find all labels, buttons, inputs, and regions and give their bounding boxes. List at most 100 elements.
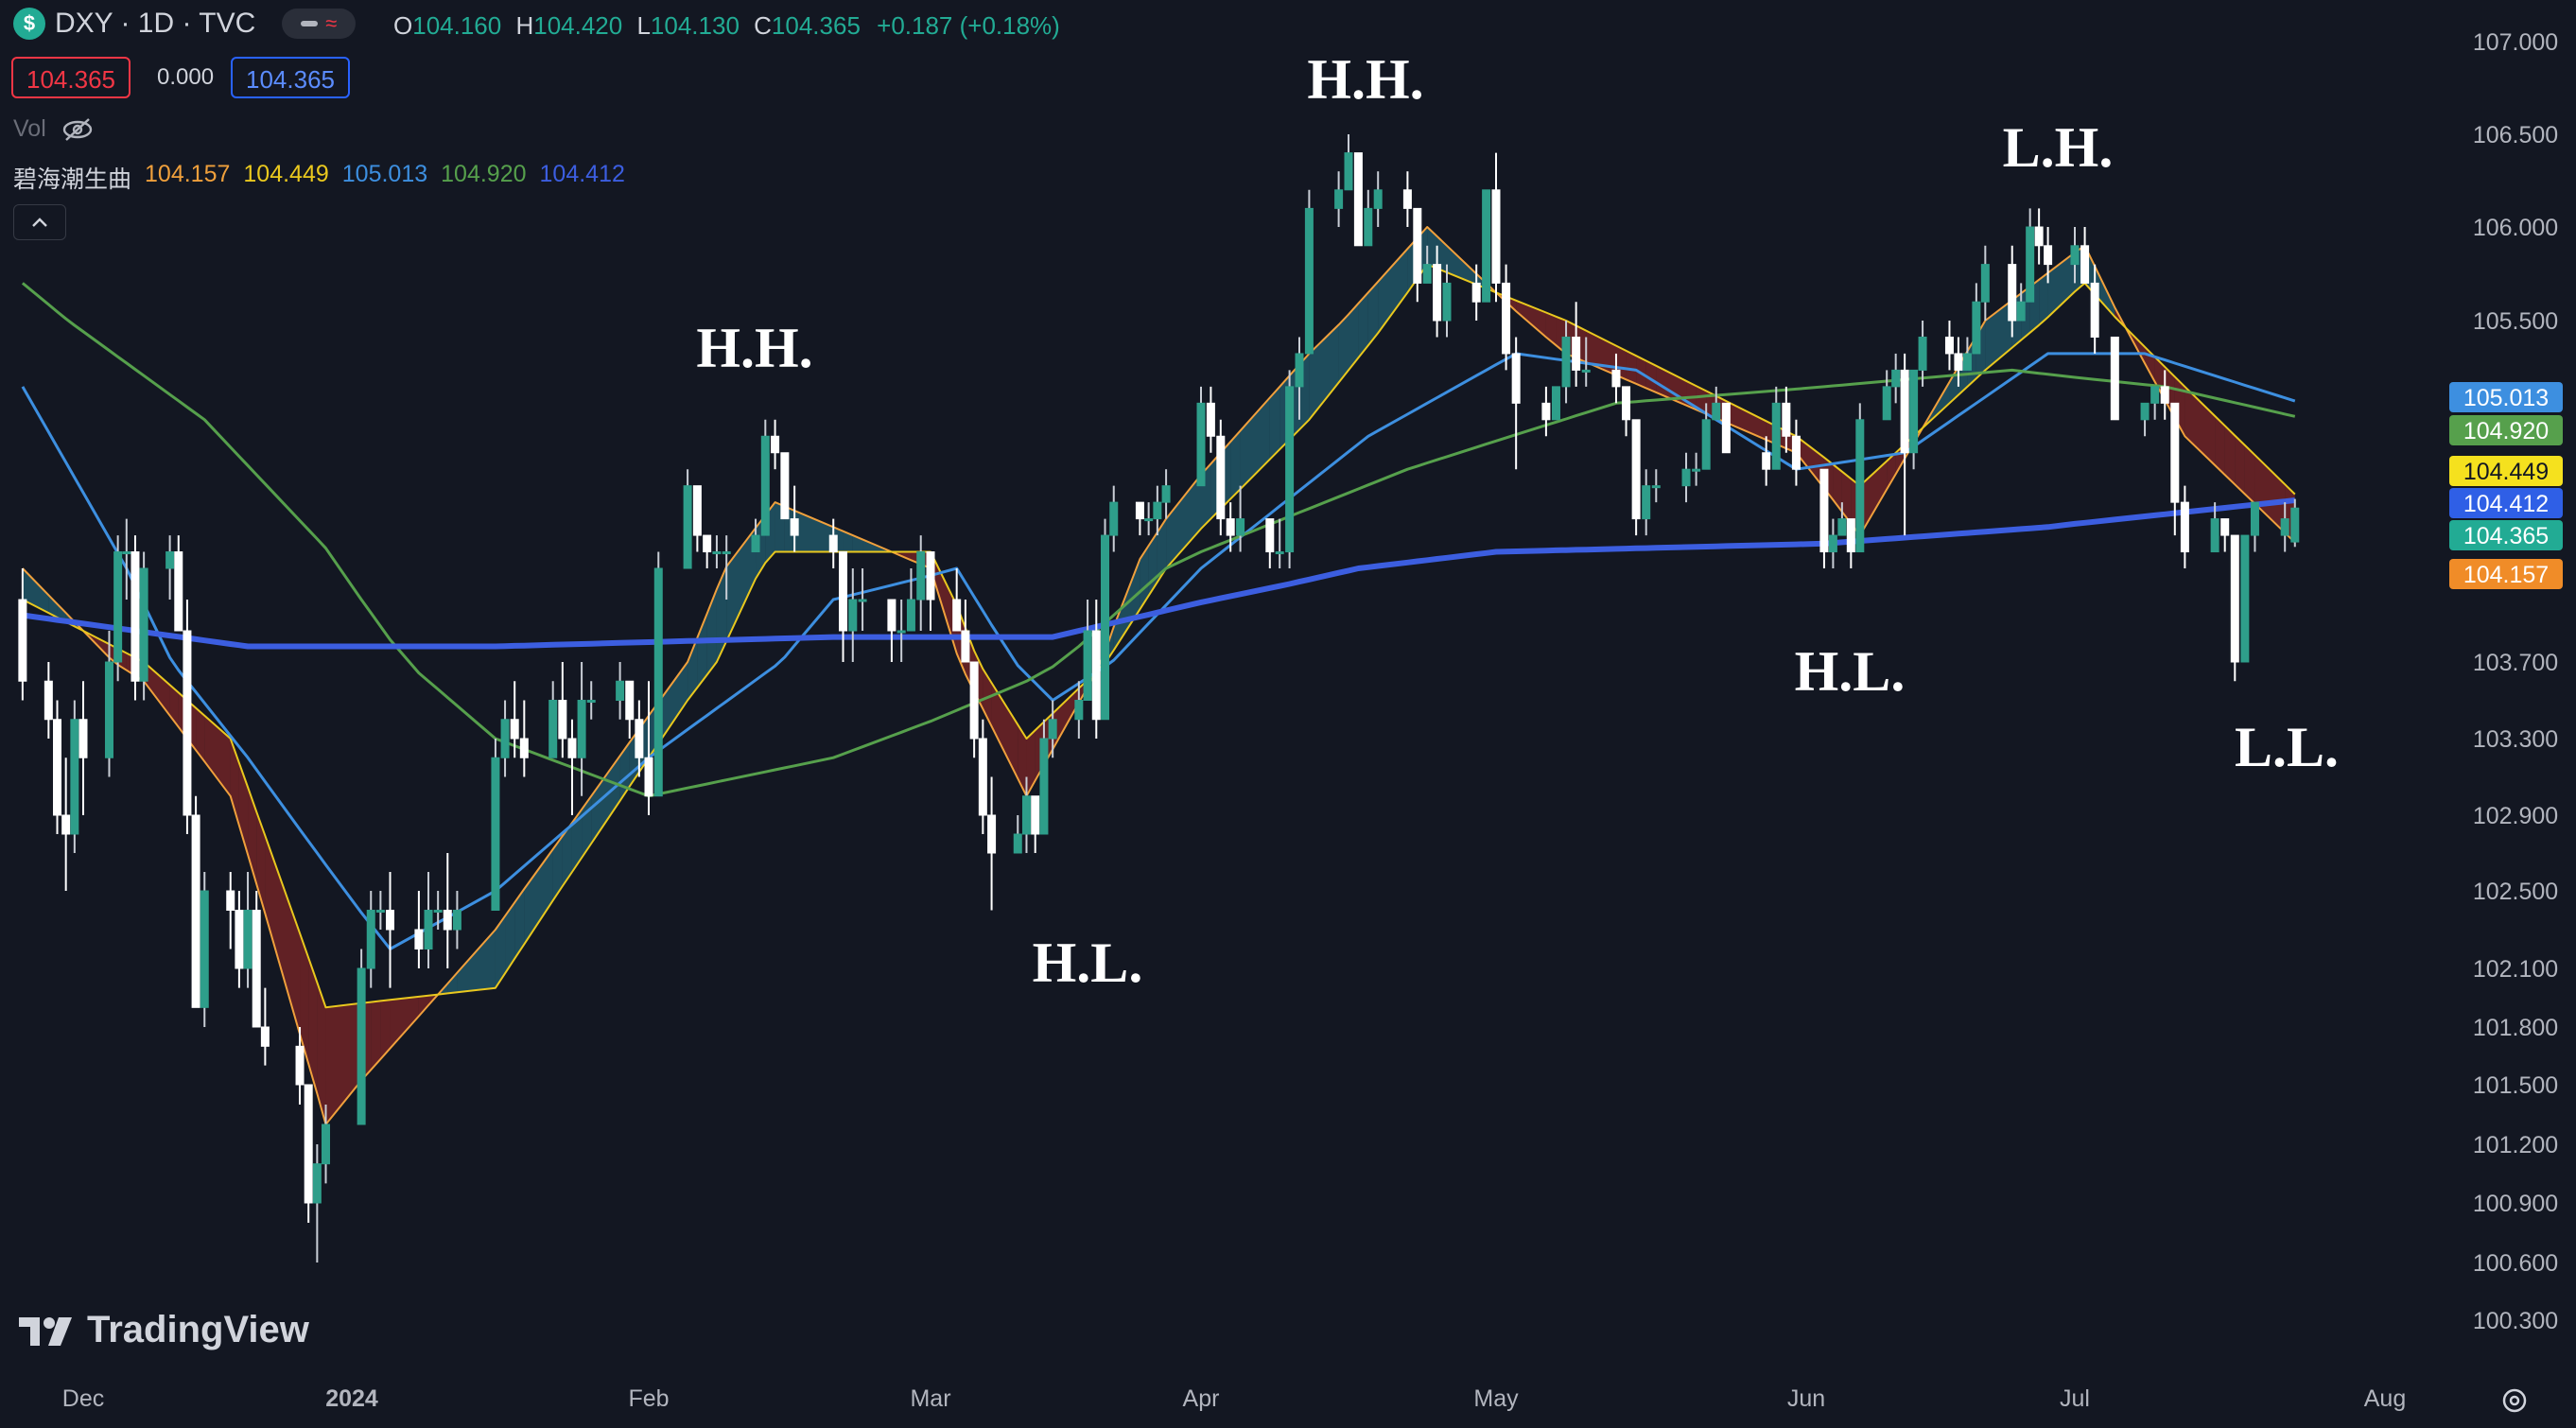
candle-body <box>2240 534 2250 663</box>
candle-body <box>424 910 433 949</box>
candle-body <box>2230 534 2239 663</box>
sell-button[interactable]: 104.365 <box>11 57 131 98</box>
ma-cloud-segment <box>1140 545 1149 610</box>
swing-annotation: H.L. <box>1795 640 1906 703</box>
candle-body <box>1692 468 1701 472</box>
candle-body <box>1882 386 1891 421</box>
candle-body <box>70 719 79 835</box>
candle-body <box>558 700 567 740</box>
indicator-value: 104.449 <box>243 161 329 187</box>
ma-cloud-segment <box>1230 430 1241 499</box>
time-tick-label: May <box>1473 1385 1519 1412</box>
candle-body <box>510 719 519 740</box>
price-badge <box>2449 488 2563 518</box>
time-axis: Dec 2024 Feb Mar Apr May Jun Jul Aug <box>62 1385 2406 1412</box>
gear-icon[interactable] <box>2498 1384 2531 1417</box>
time-tick-label: Aug <box>2364 1385 2406 1412</box>
candle-body <box>1161 485 1171 503</box>
candle-body <box>1771 402 1781 470</box>
ma-cloud-segment <box>524 849 553 945</box>
candle-body <box>790 518 799 536</box>
candle-body <box>357 967 366 1125</box>
candle-body <box>1226 518 1235 536</box>
candle-body <box>839 551 848 632</box>
candle-body <box>1944 336 1954 355</box>
time-tick-label: Feb <box>628 1385 669 1412</box>
candle-body <box>1681 468 1691 487</box>
indicator-legend[interactable]: 碧海潮生曲 104.157 104.449 105.013 104.920 10… <box>13 161 625 195</box>
candle-body <box>1433 264 1442 322</box>
ma-cloud-segment <box>196 707 205 762</box>
volume-legend[interactable]: Vol <box>13 115 94 143</box>
candle-body <box>1791 435 1801 470</box>
price-tick-label: 101.200 <box>2473 1132 2558 1158</box>
candle-body <box>2008 264 2017 322</box>
ma-cloud-segment <box>1545 312 1557 346</box>
candle-body <box>433 910 443 913</box>
candle-body <box>2170 402 2180 503</box>
ma-cloud-segment <box>505 902 515 974</box>
candles <box>18 134 2300 1263</box>
buy-button[interactable]: 104.365 <box>231 57 350 98</box>
candle-body <box>2110 336 2119 421</box>
symbol-title: DXY · 1D · TVC <box>55 8 256 39</box>
price-badge-text: 104.920 <box>2463 418 2549 444</box>
collapse-legend-button[interactable] <box>13 204 66 240</box>
price-badge-text: 104.412 <box>2463 491 2549 517</box>
candle-body <box>1909 369 1919 454</box>
candle-body <box>751 534 760 553</box>
ma-line <box>22 263 2296 1009</box>
candle-body <box>987 814 997 854</box>
candle-body <box>926 551 935 601</box>
time-tick-label: Jun <box>1787 1385 1825 1412</box>
candle-body <box>978 738 987 816</box>
price-tick-label: 103.300 <box>2473 726 2558 753</box>
ma-clouds <box>22 227 2295 1124</box>
ma-cloud-segment <box>447 972 458 994</box>
candle-body <box>200 890 209 1008</box>
price-tick-label: 106.500 <box>2473 122 2558 148</box>
eye-hidden-icon[interactable] <box>61 117 94 142</box>
ma-cloud-segment <box>2244 444 2255 504</box>
price-badge-text: 104.365 <box>2463 523 2549 549</box>
ma-cloud-segment <box>852 535 863 552</box>
candle-body <box>1275 551 1284 555</box>
price-tick-label: 100.300 <box>2473 1308 2558 1334</box>
ma-cloud-segment <box>1269 386 1280 460</box>
ma-cloud-segment <box>22 568 49 614</box>
candle-body <box>961 630 970 663</box>
price-tick-label: 101.500 <box>2473 1072 2558 1099</box>
ma-cloud-segment <box>991 683 1018 779</box>
symbol-header[interactable]: $ DXY · 1D · TVC ≈ <box>13 8 357 40</box>
candle-body <box>1846 518 1855 553</box>
candle-body <box>712 551 722 555</box>
ma-cloud-segment <box>2254 455 2286 533</box>
candle-body <box>1471 282 1481 303</box>
swing-annotation: L.H. <box>2003 116 2114 179</box>
ma-cloud-segment <box>931 551 957 653</box>
candle-body <box>2080 245 2090 284</box>
candle-body <box>312 1163 322 1204</box>
candle-body <box>1962 353 1972 371</box>
candle-body <box>2160 386 2169 404</box>
ma-cloud-segment <box>726 528 757 641</box>
ma-cloud-segment <box>688 637 698 701</box>
swing-annotation: H.H. <box>1307 48 1423 111</box>
ma-cloud-segment <box>1796 436 1824 489</box>
candle-body <box>375 910 385 913</box>
volume-label: Vol <box>13 115 46 142</box>
tradingview-watermark[interactable]: TradingView <box>17 1309 309 1351</box>
indicator-value: 105.013 <box>341 161 428 187</box>
candle-body <box>1631 419 1641 520</box>
market-status-icon[interactable]: ≈ <box>282 9 357 39</box>
time-tick-label: Dec <box>62 1385 104 1412</box>
candle-body <box>906 599 915 632</box>
candle-body <box>1954 353 1963 371</box>
candle-body <box>1442 282 1452 322</box>
candle-body <box>969 661 979 740</box>
candle-body <box>2280 518 2289 536</box>
candle-body <box>2026 226 2035 303</box>
swing-annotation: H.L. <box>1033 932 1143 994</box>
